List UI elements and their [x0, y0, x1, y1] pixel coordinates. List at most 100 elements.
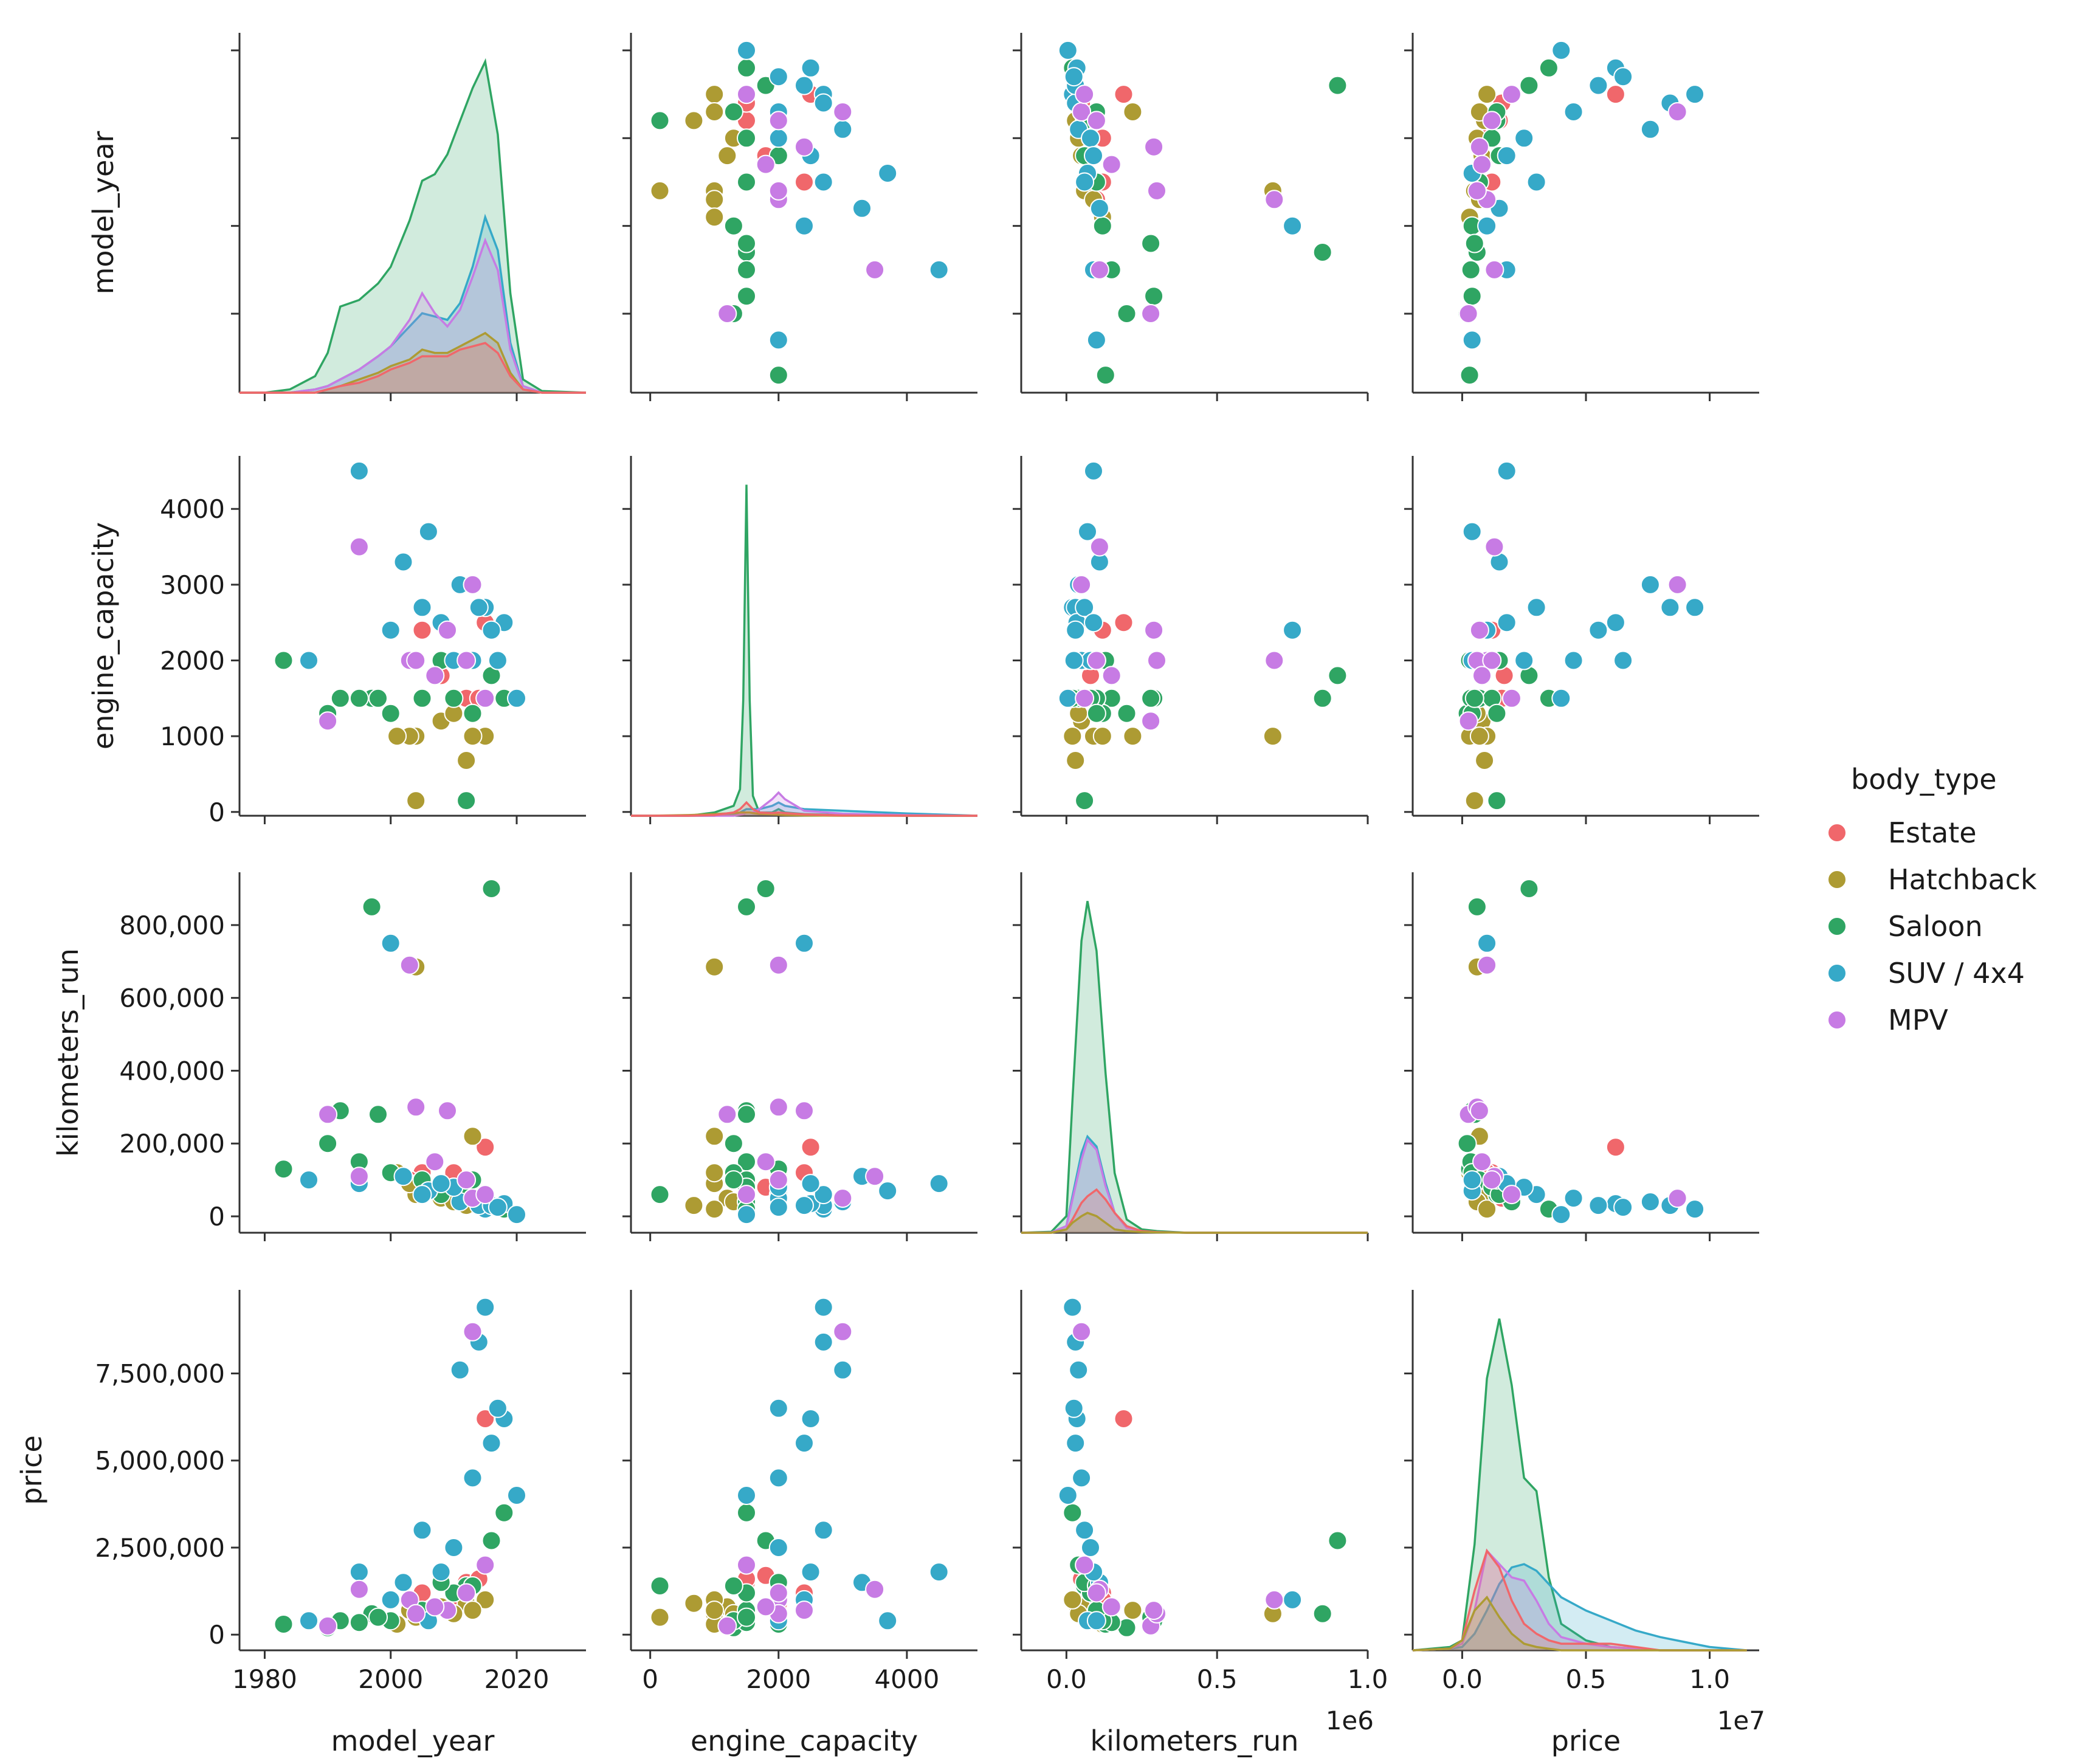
scatter-point [1095, 365, 1115, 385]
scatter-point [1086, 650, 1106, 670]
scatter-point [406, 1097, 426, 1117]
scatter-point [1063, 1503, 1083, 1523]
scatter-point [737, 128, 756, 148]
scatter-point [1613, 67, 1633, 87]
y-tick-label: 2000 [160, 646, 225, 676]
scatter-point [794, 216, 814, 236]
x-tick-label: 1.0 [1348, 1664, 1388, 1694]
scatter-point [852, 198, 872, 218]
scatter-point [794, 1600, 814, 1621]
scatter-point [833, 1188, 853, 1208]
scatter-point [1519, 879, 1539, 898]
scatter-point [1141, 304, 1161, 323]
scatter-point [737, 233, 756, 253]
scatter-point [1563, 1188, 1584, 1208]
panel-engine_capacity-vs-kilometers_run [1013, 456, 1369, 824]
scatter-point [381, 1590, 401, 1610]
scatter-point [349, 688, 369, 708]
y-axis-title-price: price [15, 1435, 48, 1504]
scatter-point [274, 1159, 294, 1179]
kde-line-saloon [631, 484, 977, 817]
scatter-point [475, 1185, 495, 1205]
panel-engine_capacity-vs-model_year: 0 1000 2000 3000 4000 [160, 456, 586, 827]
scatter-point [768, 111, 788, 131]
x-tick-label: 0.0 [1046, 1664, 1087, 1694]
scatter-point [1063, 1297, 1083, 1317]
panel-kilometers_run-vs-model_year: 0 200,000 400,000 600,000 800,000 [119, 872, 586, 1241]
scatter-point [1588, 75, 1608, 95]
scatter-point [705, 207, 725, 227]
scatter-point [481, 1531, 501, 1551]
scatter-point [650, 1185, 670, 1205]
scatter-point [469, 598, 489, 618]
scatter-point [650, 1607, 670, 1627]
scatter-point [1469, 726, 1489, 746]
x-tick-label: 0.5 [1197, 1664, 1238, 1694]
scatter-point [475, 1409, 495, 1428]
scatter-point [1667, 102, 1687, 122]
scatter-point [650, 111, 670, 131]
scatter-point [1078, 522, 1097, 542]
x-tick-label: 1980 [232, 1664, 297, 1694]
scatter-point [1075, 172, 1095, 192]
scatter-point [1605, 1137, 1625, 1157]
y-tick-label: 200,000 [119, 1129, 225, 1159]
scatter-point [768, 365, 788, 385]
scatter-point [1497, 146, 1517, 166]
scatter-point [794, 933, 814, 953]
scatter-point [1328, 75, 1348, 95]
scatter-point [274, 1614, 294, 1634]
scatter-point [349, 537, 369, 557]
scatter-point [1084, 461, 1103, 481]
scatter-point [1058, 688, 1078, 708]
scatter-point [475, 1137, 495, 1157]
legend-label: Estate [1888, 816, 1977, 849]
kde-area-estate [1021, 1190, 1368, 1233]
scatter-point [1526, 172, 1546, 192]
scatter-point [475, 1297, 495, 1317]
scatter-point [418, 522, 438, 542]
scatter-point [362, 897, 382, 917]
scatter-point [444, 688, 464, 708]
legend-title: body_type [1851, 763, 1997, 796]
scatter-point [1475, 751, 1495, 770]
scatter-point [1075, 84, 1095, 105]
scatter-point [717, 1616, 737, 1636]
scatter-point [794, 1101, 814, 1121]
y-tick-label: 2,500,000 [95, 1533, 225, 1563]
scatter-point [1685, 598, 1705, 618]
scatter-point [488, 1398, 508, 1418]
scatter-point [865, 1166, 885, 1187]
scatter-point [1066, 620, 1086, 640]
scatter-point [723, 102, 743, 122]
scatter-point [705, 1199, 725, 1219]
scatter-point [1114, 613, 1134, 633]
scatter-point [393, 1573, 413, 1593]
scatter-point [1685, 84, 1705, 105]
scatter-point [463, 1321, 483, 1342]
scatter-point [463, 574, 483, 594]
scatter-point [1477, 933, 1497, 953]
scatter-point [737, 1104, 756, 1125]
scatter-point [1501, 84, 1522, 105]
scatter-point [387, 726, 407, 746]
scatter-point [801, 1174, 821, 1194]
legend-label: MPV [1888, 1004, 1948, 1036]
kde-area-saloon [631, 484, 977, 816]
scatter-point [737, 1607, 756, 1627]
scatter-point [1462, 286, 1482, 306]
scatter-point [1092, 726, 1112, 746]
scatter-point [1086, 111, 1106, 131]
scatter-point [1462, 522, 1482, 542]
scatter-point [1064, 67, 1084, 87]
scatter-point [1084, 146, 1103, 166]
scatter-point [1467, 181, 1487, 201]
y-axis-title-model_year: model_year [87, 131, 120, 294]
y-tick-label: 1000 [160, 722, 225, 751]
scatter-point [705, 1163, 725, 1183]
scatter-point [1462, 1170, 1482, 1190]
y-tick-label: 800,000 [119, 911, 225, 940]
scatter-point [1312, 688, 1332, 708]
scatter-point [1551, 1205, 1571, 1225]
scatter-point [412, 598, 432, 618]
